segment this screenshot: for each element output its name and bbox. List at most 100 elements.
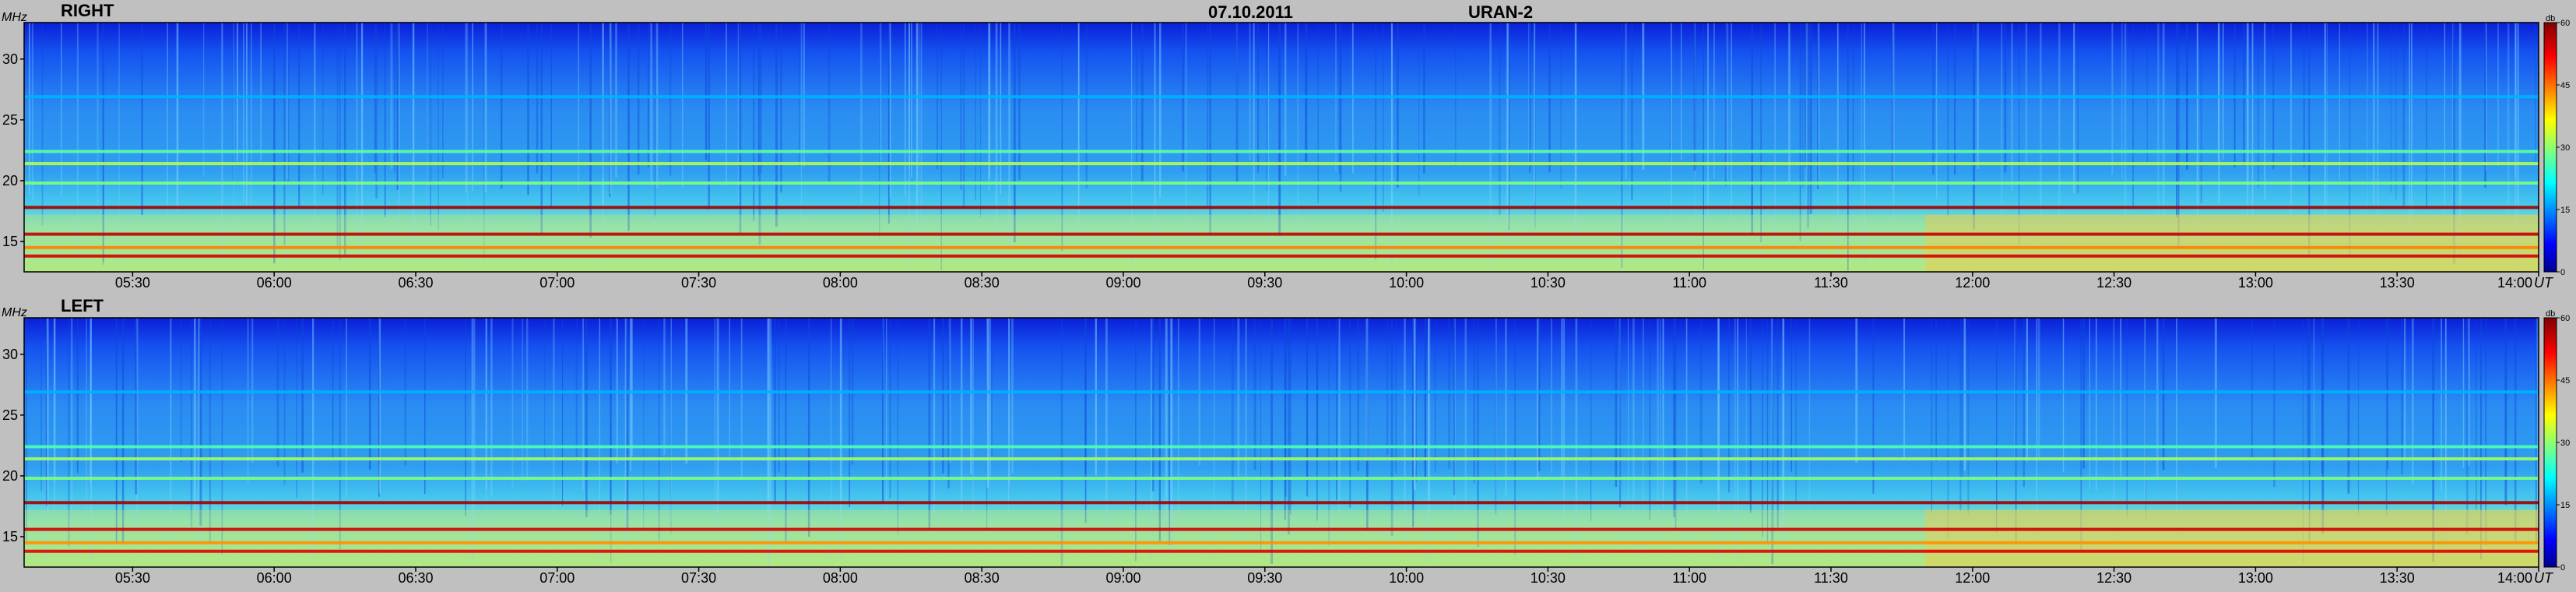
noise-striation — [889, 318, 891, 499]
noise-striation — [1338, 23, 1341, 174]
noise-striation — [1170, 318, 1173, 548]
noise-striation — [1473, 318, 1475, 484]
noise-striation — [609, 23, 611, 197]
noise-striation — [860, 23, 863, 203]
noise-striation — [626, 318, 629, 528]
noise-striation — [1872, 318, 1875, 494]
noise-striation — [553, 318, 555, 519]
noise-striation — [135, 318, 138, 495]
interference-band — [24, 95, 2539, 99]
noise-striation — [1681, 23, 1682, 160]
noise-striation — [740, 318, 743, 477]
x-tick-label: 10:30 — [1530, 570, 1566, 586]
noise-striation — [90, 318, 93, 561]
noise-striation — [2251, 23, 2254, 216]
interference-band — [24, 254, 2539, 258]
noise-striation — [2196, 23, 2198, 252]
noise-striation — [1892, 23, 1894, 190]
noise-striation — [1316, 318, 1318, 521]
noise-striation — [1528, 23, 1530, 167]
noise-striation — [1349, 318, 1351, 508]
noise-striation — [273, 23, 276, 264]
noise-striation — [739, 23, 742, 234]
noise-striation — [31, 23, 33, 202]
noise-striation — [2273, 318, 2276, 488]
noise-striation — [1534, 23, 1536, 228]
noise-striation — [758, 23, 761, 245]
x-tick-label: 12:00 — [1955, 275, 1990, 291]
noise-striation — [627, 23, 630, 231]
noise-striation — [1536, 318, 1539, 480]
x-tick-label: 09:30 — [1247, 275, 1282, 291]
noise-striation — [630, 318, 632, 471]
noise-striation — [1727, 318, 1730, 493]
noise-striation — [2536, 318, 2539, 538]
noise-striation — [1619, 318, 1622, 508]
noise-striation — [828, 23, 831, 181]
y-tick-label: 25 — [2, 407, 18, 423]
noise-striation — [1861, 23, 1862, 247]
noise-striation — [610, 318, 612, 515]
noise-striation — [928, 318, 931, 530]
noise-striation — [1538, 318, 1541, 472]
noise-striation — [176, 23, 179, 211]
y-tick-label: 30 — [2, 347, 18, 362]
noise-striation — [522, 318, 523, 481]
noise-striation — [1903, 318, 1906, 460]
noise-striation — [1931, 318, 1933, 513]
noise-striation — [995, 23, 998, 238]
noise-striation — [1245, 318, 1247, 541]
noise-striation — [2073, 23, 2075, 193]
interference-band — [24, 390, 2539, 394]
noise-striation — [1249, 23, 1251, 160]
noise-striation — [40, 318, 42, 492]
spectrogram-panel: RIGHT MHz 15 20 25 30 05:30 06:00 06:30 07:00 07:3… — [2, 1, 2570, 291]
x-tick-label: 12:00 — [1955, 570, 1990, 586]
interference-band — [24, 181, 2539, 185]
interference-band — [24, 527, 2539, 531]
noise-striation — [54, 318, 55, 510]
noise-striation — [1177, 318, 1179, 523]
noise-striation — [897, 318, 899, 534]
noise-striation — [260, 23, 262, 161]
panel-label: RIGHT — [61, 1, 114, 20]
noise-striation — [1563, 318, 1565, 527]
colorbar-tick-label: 15 — [2560, 501, 2570, 510]
y-tick-label: 15 — [2, 234, 18, 249]
noise-striation — [578, 23, 579, 190]
noise-striation — [1508, 23, 1510, 231]
noise-striation — [2507, 23, 2510, 263]
noise-striation — [1375, 23, 1377, 260]
noise-striation — [2484, 23, 2486, 188]
x-tick-label: 08:30 — [965, 275, 1000, 291]
noise-striation — [2441, 318, 2442, 492]
noise-striation — [47, 318, 50, 513]
noise-striation — [1660, 318, 1661, 490]
noise-striation — [1236, 23, 1238, 179]
noise-striation — [90, 318, 92, 484]
noise-striation — [2504, 318, 2507, 506]
noise-striation — [243, 23, 244, 203]
noise-striation — [988, 23, 990, 191]
spectrum-background — [24, 23, 2539, 272]
noise-striation — [2162, 318, 2165, 470]
noise-striation — [637, 23, 640, 174]
x-tick-label: 07:00 — [539, 275, 575, 291]
noise-striation — [1805, 23, 1808, 243]
noise-striation — [1802, 23, 1804, 188]
noise-striation — [979, 23, 982, 218]
x-tick-label: 11:30 — [1814, 570, 1848, 586]
noise-striation — [102, 23, 104, 265]
noise-striation — [1751, 23, 1753, 236]
noise-striation — [1085, 23, 1088, 189]
noise-striation — [68, 318, 70, 547]
noise-striation — [2124, 23, 2127, 237]
noise-striation — [1804, 23, 1807, 167]
noise-striation — [118, 23, 120, 270]
noise-striation — [624, 318, 627, 545]
noise-striation — [940, 23, 942, 271]
noise-striation — [28, 23, 30, 196]
x-tick-label: 09:00 — [1105, 570, 1140, 586]
noise-striation — [2111, 23, 2114, 175]
noise-striation — [2458, 23, 2462, 256]
